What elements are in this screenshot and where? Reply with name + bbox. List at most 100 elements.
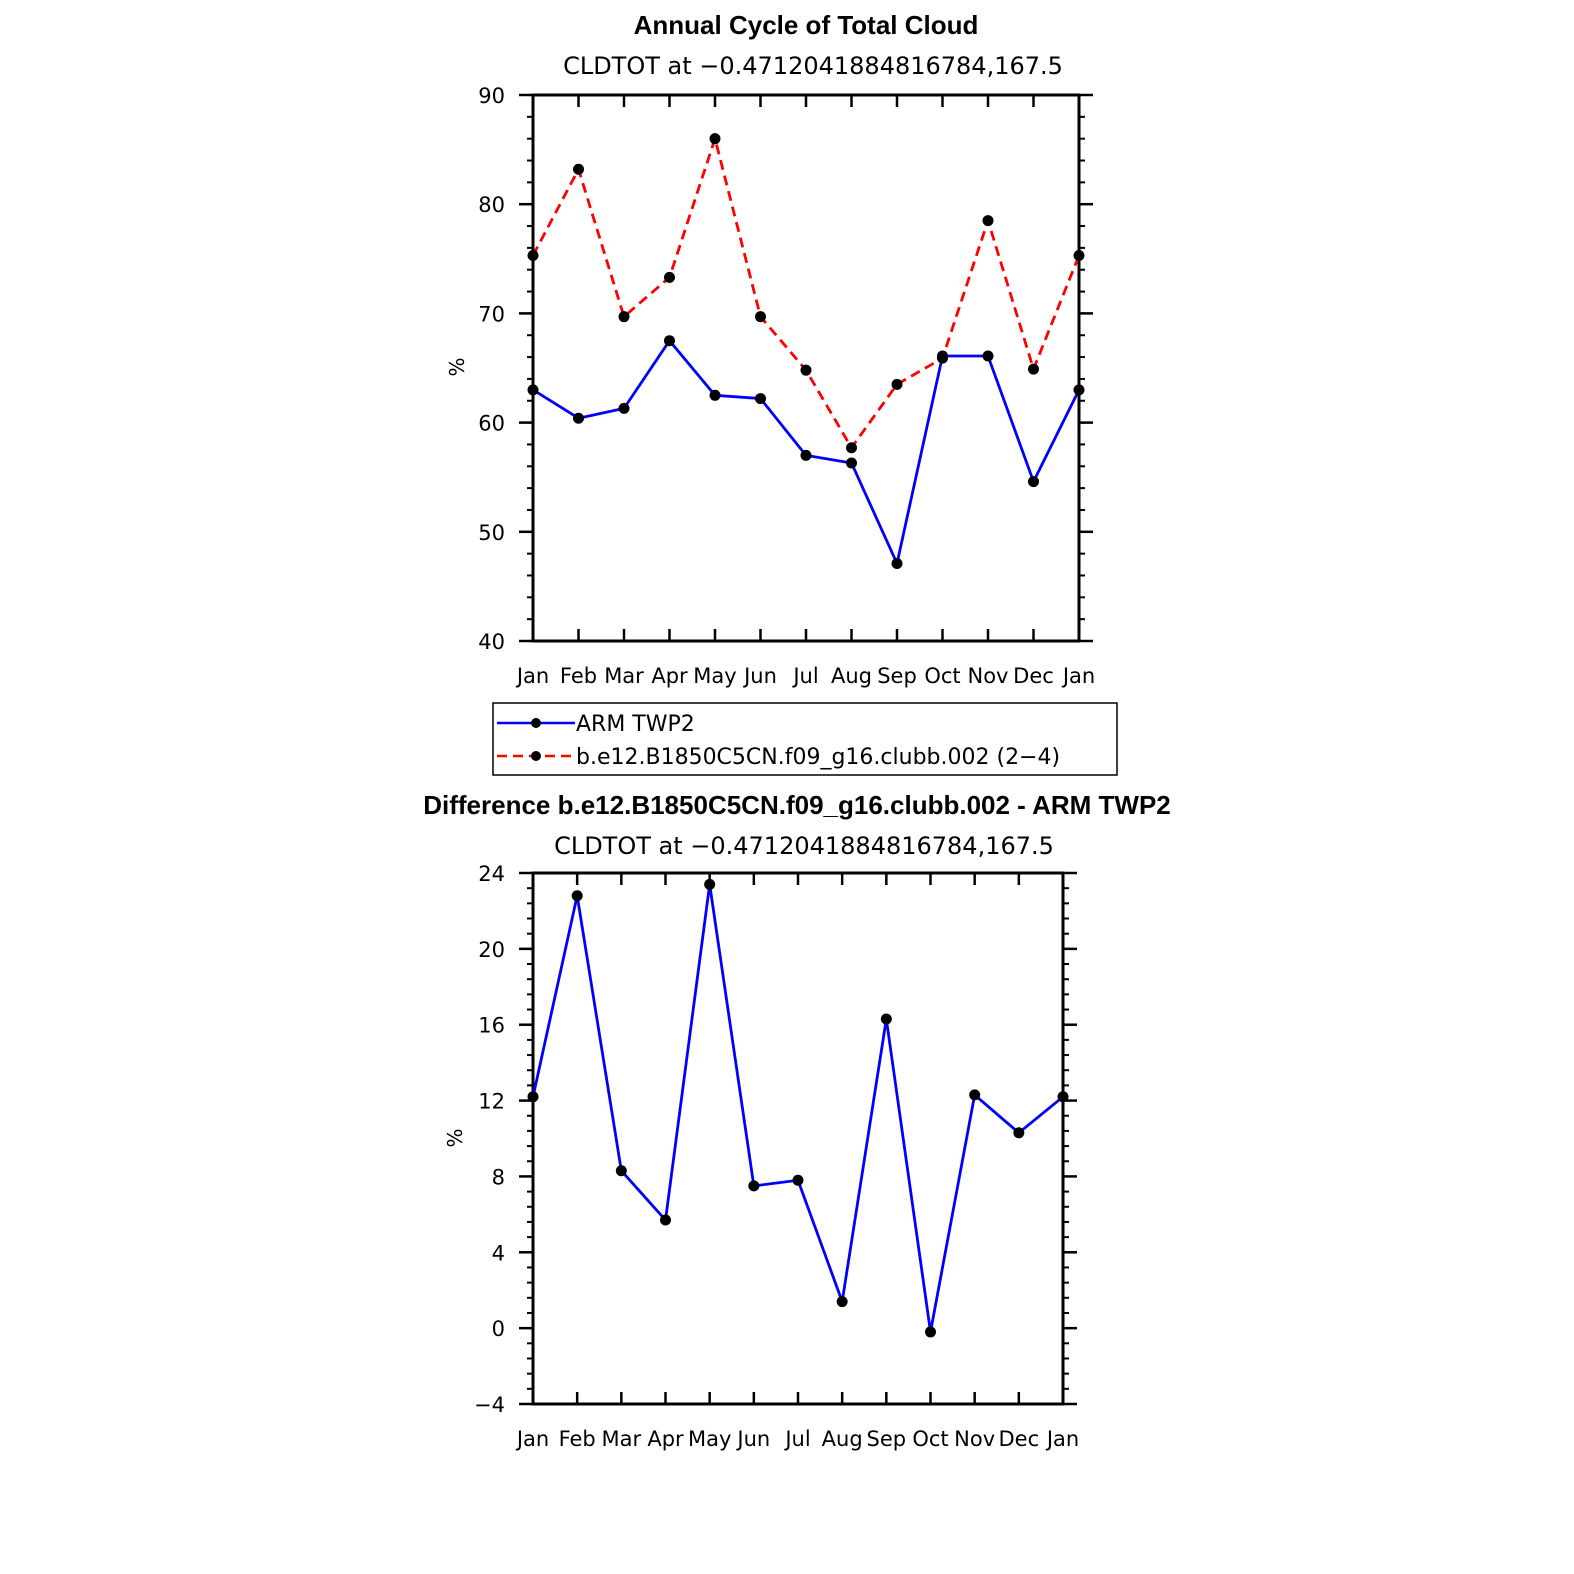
top-chart-ticks (519, 93, 1093, 643)
bottom-chart-x-tick-label: Jul (783, 1427, 810, 1451)
bottom-chart-data-point-0 (571, 890, 583, 902)
bottom-chart-y-tick-label: 20 (478, 938, 505, 962)
bottom-chart-y-tick-label: 12 (478, 1090, 505, 1114)
top-chart-data-point-0 (800, 449, 812, 461)
bottom-chart-x-tick-label: May (688, 1427, 731, 1451)
top-chart-tick-labels: Jan Feb Mar Apr May Jun Jul Aug Sep Oct Nov Dec Jan 4… (478, 84, 1095, 688)
top-chart-x-tick-label: May (693, 664, 736, 688)
top-chart-y-tick-label: 40 (478, 630, 505, 654)
bottom-chart-x-tick-label: Dec (999, 1427, 1040, 1451)
bottom-chart-x-tick-label: Apr (647, 1427, 684, 1451)
legend-entry-model: b.e12.B1850C5CN.f09_g16.clubb.002 (2−4) (497, 745, 1060, 770)
top-chart-y-tick-label: 70 (478, 302, 505, 326)
legend-box (492, 702, 1118, 776)
bottom-chart-x-tick-label: Aug (822, 1427, 863, 1451)
top-chart-data-point-1 (846, 442, 857, 454)
top-chart-x-tick-label: Apr (651, 664, 688, 688)
bottom-chart-y-tick-label: 0 (492, 1317, 505, 1341)
top-chart-x-tick-label: Feb (560, 664, 597, 688)
top-chart-data-point-1 (982, 215, 994, 227)
top-chart-y-tick-label: 50 (478, 521, 505, 545)
top-chart-y-tick-label: 60 (478, 412, 505, 436)
bottom-chart-data-point-0 (880, 1013, 892, 1025)
bottom-chart-y-tick-label: 24 (478, 862, 505, 886)
bottom-chart-data-point-0 (660, 1214, 671, 1226)
bottom-chart-data-point-0 (615, 1165, 627, 1177)
top-chart-data-point-1 (891, 378, 903, 390)
bottom-chart-data-point-0 (969, 1089, 981, 1101)
top-chart-data-point-0 (618, 402, 630, 414)
top-chart-data-point-1 (664, 271, 675, 283)
top-chart-data-point-0 (891, 557, 903, 569)
top-chart-x-tick-label: Jan (515, 664, 549, 688)
legend-entry-arm: ARM TWP2 (497, 712, 695, 737)
bottom-chart-ticks (519, 871, 1077, 1406)
bottom-chart-y-tick-label: 4 (492, 1241, 505, 1265)
bottom-chart-series (527, 878, 1069, 1338)
legend-label-model: b.e12.B1850C5CN.f09_g16.clubb.002 (2−4) (576, 745, 1060, 770)
bottom-chart-y-axis-label: % (443, 1128, 467, 1147)
bottom-chart-subtitle: CLDTOT at −0.4712041884816784,167.5 (554, 832, 1054, 860)
legend-marker-model (531, 751, 541, 761)
top-chart-data-point-0 (755, 393, 766, 405)
top-chart-y-tick-label: 80 (478, 193, 505, 217)
bottom-chart-data-point-0 (792, 1174, 804, 1186)
bottom-chart-data-point-0 (748, 1180, 760, 1192)
bottom-chart-x-tick-label: Nov (954, 1427, 995, 1451)
top-chart-data-point-0 (573, 412, 584, 424)
top-chart-series-line-1 (531, 137, 1081, 450)
top-chart-y-axis-label: % (445, 357, 469, 376)
top-chart-x-tick-label: Jun (742, 664, 777, 688)
top-chart-subtitle: CLDTOT at −0.4712041884816784,167.5 (563, 52, 1063, 80)
top-chart-data-point-1 (527, 250, 539, 262)
bottom-chart-data-point-0 (836, 1296, 848, 1308)
bottom-chart-data-point-0 (1057, 1091, 1069, 1103)
top-chart-x-tick-label: Nov (968, 664, 1009, 688)
legend-marker-arm (531, 718, 541, 728)
bottom-chart-x-tick-label: Jan (515, 1427, 549, 1451)
bottom-chart-x-tick-label: Jan (1045, 1427, 1079, 1451)
top-chart-x-tick-label: Oct (924, 664, 960, 688)
bottom-chart-y-tick-label: 8 (492, 1165, 505, 1189)
bottom-chart-data-point-0 (704, 878, 716, 890)
top-chart-data-point-0 (709, 389, 721, 401)
top-chart-data-point-1 (1028, 363, 1039, 375)
legend-label-arm: ARM TWP2 (576, 712, 695, 737)
bottom-chart-plot-frame (531, 871, 1065, 1406)
top-chart-x-tick-label: Jul (791, 664, 818, 688)
bottom-chart-tick-labels: Jan Feb Mar Apr May Jun Jul Aug Sep Oct Nov Dec Jan−… (474, 862, 1079, 1451)
top-chart-data-point-1 (800, 364, 812, 376)
bottom-chart-title: Difference b.e12.B1850C5CN.f09_g16.clubb… (423, 790, 1171, 820)
top-chart-data-point-0 (982, 350, 994, 362)
top-chart-x-tick-label: Dec (1013, 664, 1054, 688)
top-chart-data-point-0 (527, 384, 539, 396)
bottom-chart-x-tick-label: Feb (559, 1427, 596, 1451)
top-chart-x-tick-label: Mar (604, 664, 644, 688)
top-chart: Annual Cycle of Total Cloud CLDTOT at −0… (445, 10, 1095, 688)
top-chart-y-tick-label: 90 (478, 84, 505, 108)
legend: ARM TWP2 b.e12.B1850C5CN.f09_g16.clubb.0… (492, 702, 1118, 776)
top-chart-data-point-0 (664, 335, 675, 347)
bottom-chart-y-tick-label: −4 (474, 1393, 505, 1417)
bottom-chart-y-tick-label: 16 (478, 1014, 505, 1038)
top-chart-title: Annual Cycle of Total Cloud (634, 10, 979, 40)
top-chart-data-point-1 (573, 163, 584, 175)
bottom-chart-x-tick-label: Jun (735, 1427, 770, 1451)
top-chart-x-tick-label: Aug (831, 664, 872, 688)
top-chart-data-point-1 (618, 311, 630, 323)
bottom-chart-x-tick-label: Sep (867, 1427, 907, 1451)
bottom-chart-x-tick-label: Mar (602, 1427, 642, 1451)
bottom-chart-series-line-0 (531, 882, 1064, 1334)
top-chart-data-point-0 (1073, 384, 1085, 396)
bottom-chart: Difference b.e12.B1850C5CN.f09_g16.clubb… (423, 790, 1171, 1451)
top-chart-data-point-1 (755, 311, 766, 323)
top-chart-data-point-0 (846, 457, 857, 469)
top-chart-data-point-1 (709, 133, 721, 145)
top-chart-data-point-1 (1073, 250, 1085, 262)
top-chart-x-tick-label: Jan (1061, 664, 1095, 688)
top-chart-data-point-1 (937, 352, 948, 364)
top-chart-x-tick-label: Sep (877, 664, 917, 688)
top-chart-series (527, 133, 1085, 569)
bottom-chart-data-point-0 (1013, 1127, 1025, 1139)
